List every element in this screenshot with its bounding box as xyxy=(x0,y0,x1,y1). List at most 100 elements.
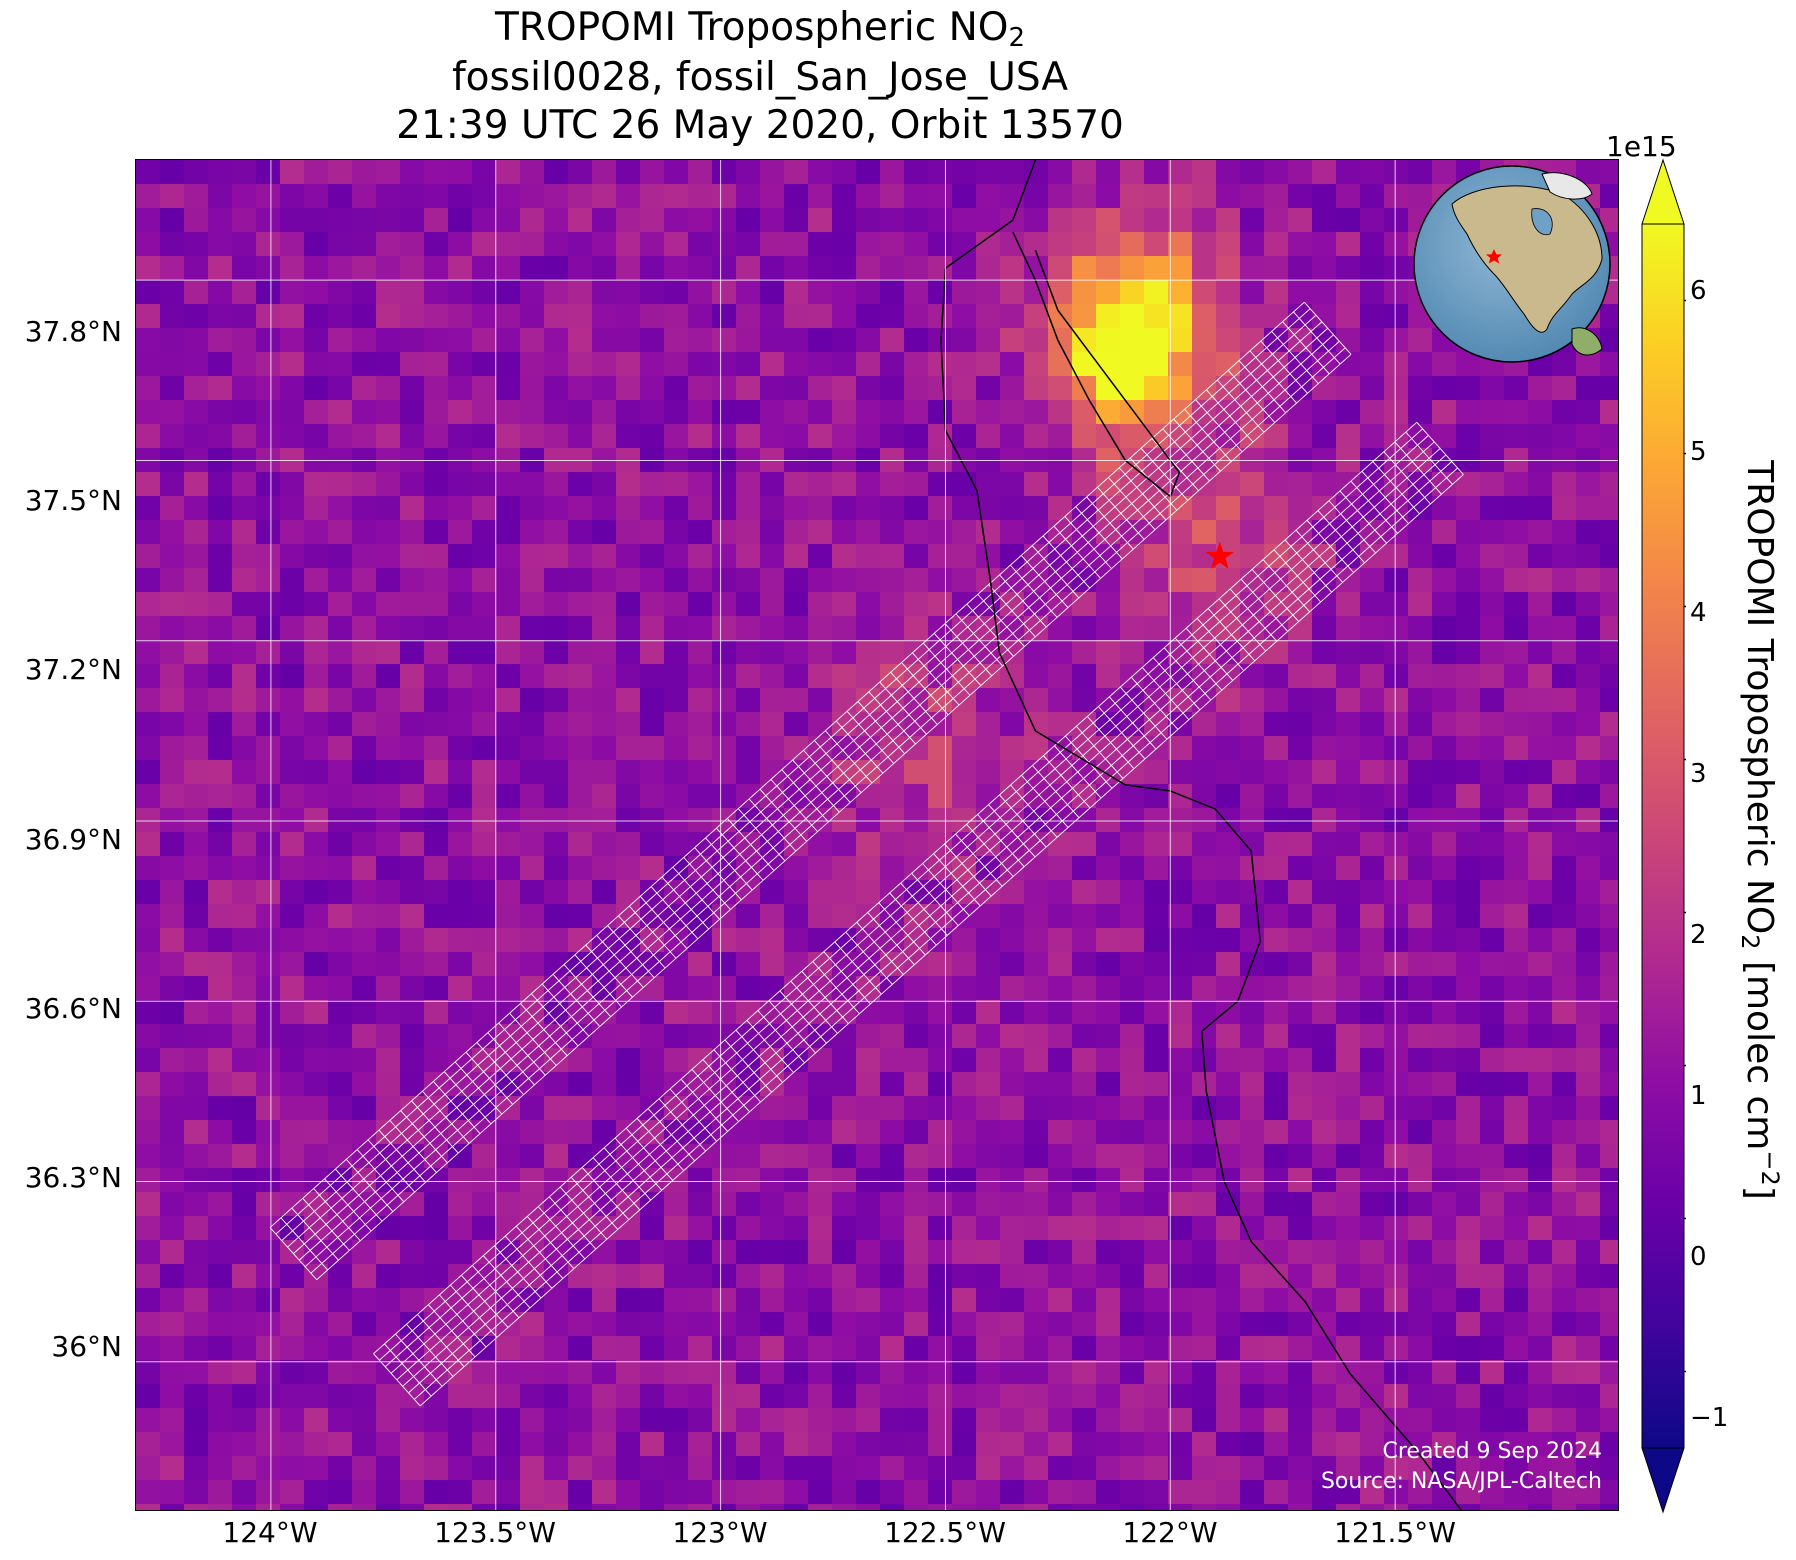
no2-pixel xyxy=(1264,1336,1289,1361)
no2-pixel xyxy=(376,208,401,233)
no2-pixel xyxy=(928,1480,953,1505)
no2-pixel xyxy=(616,664,641,689)
no2-pixel xyxy=(592,304,617,329)
no2-pixel xyxy=(952,976,977,1001)
no2-pixel xyxy=(232,1432,257,1457)
no2-pixel xyxy=(184,1504,209,1510)
no2-pixel xyxy=(328,160,353,185)
no2-pixel xyxy=(616,304,641,329)
no2-pixel xyxy=(1384,424,1409,449)
no2-pixel xyxy=(808,256,833,281)
colorbar-max-extension xyxy=(1641,158,1685,225)
no2-pixel xyxy=(856,1144,881,1169)
no2-pixel xyxy=(544,352,569,377)
no2-pixel xyxy=(640,400,665,425)
no2-pixel xyxy=(1336,880,1361,905)
no2-pixel xyxy=(1120,304,1145,329)
no2-pixel xyxy=(616,640,641,665)
no2-pixel xyxy=(1096,1048,1121,1073)
sounding-line xyxy=(304,340,1340,1267)
no2-pixel xyxy=(1192,1432,1217,1457)
no2-pixel xyxy=(1288,184,1313,209)
no2-pixel xyxy=(928,808,953,833)
no2-pixel xyxy=(544,376,569,401)
no2-pixel xyxy=(664,1192,689,1217)
no2-pixel xyxy=(1096,928,1121,953)
no2-pixel xyxy=(232,904,257,929)
no2-pixel xyxy=(352,1312,377,1337)
no2-pixel xyxy=(1384,544,1409,569)
no2-pixel xyxy=(1552,352,1577,377)
no2-pixel xyxy=(1288,640,1313,665)
no2-pixel xyxy=(928,1000,953,1025)
no2-pixel xyxy=(784,208,809,233)
no2-pixel xyxy=(904,784,929,809)
no2-pixel xyxy=(520,1504,545,1510)
no2-pixel xyxy=(736,1288,761,1313)
no2-pixel xyxy=(1384,304,1409,329)
no2-pixel xyxy=(1408,1144,1433,1169)
no2-pixel xyxy=(568,616,593,641)
no2-pixel xyxy=(1312,640,1337,665)
no2-pixel xyxy=(328,880,353,905)
no2-pixel xyxy=(1408,424,1433,449)
no2-pixel xyxy=(592,880,617,905)
no2-pixel xyxy=(1552,664,1577,689)
no2-pixel xyxy=(1384,832,1409,857)
no2-pixel xyxy=(1144,1312,1169,1337)
no2-pixel xyxy=(544,1456,569,1481)
no2-pixel xyxy=(1552,376,1577,401)
no2-pixel xyxy=(688,1240,713,1265)
no2-pixel xyxy=(256,472,281,497)
no2-pixel xyxy=(976,1288,1001,1313)
no2-pixel xyxy=(352,976,377,1001)
no2-pixel xyxy=(856,616,881,641)
no2-pixel xyxy=(472,1192,497,1217)
no2-pixel xyxy=(1576,856,1601,881)
no2-pixel xyxy=(1600,1072,1618,1097)
no2-pixel xyxy=(1144,376,1169,401)
no2-pixel xyxy=(1144,808,1169,833)
no2-pixel xyxy=(1528,1432,1553,1457)
no2-pixel xyxy=(1312,400,1337,425)
no2-pixel xyxy=(136,1504,161,1510)
no2-pixel xyxy=(1552,856,1577,881)
no2-pixel xyxy=(328,1024,353,1049)
no2-pixel xyxy=(472,736,497,761)
no2-pixel xyxy=(160,352,185,377)
no2-pixel xyxy=(1432,1072,1457,1097)
no2-pixel xyxy=(1072,1384,1097,1409)
no2-pixel xyxy=(1336,232,1361,257)
no2-pixel xyxy=(904,424,929,449)
no2-pixel xyxy=(856,1168,881,1193)
no2-pixel xyxy=(352,544,377,569)
no2-pixel xyxy=(400,1360,425,1385)
no2-pixel xyxy=(1600,1144,1618,1169)
no2-pixel xyxy=(976,736,1001,761)
no2-pixel xyxy=(1096,856,1121,881)
no2-pixel xyxy=(280,760,305,785)
no2-pixel xyxy=(1552,1288,1577,1313)
no2-pixel xyxy=(1264,1312,1289,1337)
no2-pixel xyxy=(1336,1216,1361,1241)
no2-pixel xyxy=(256,1216,281,1241)
no2-pixel xyxy=(1384,664,1409,689)
no2-pixel xyxy=(976,1504,1001,1510)
no2-pixel xyxy=(904,1240,929,1265)
no2-pixel xyxy=(736,904,761,929)
no2-pixel xyxy=(280,880,305,905)
no2-pixel xyxy=(856,1072,881,1097)
no2-pixel xyxy=(1432,832,1457,857)
no2-pixel xyxy=(1336,1024,1361,1049)
no2-pixel xyxy=(232,808,257,833)
no2-pixel xyxy=(1360,1000,1385,1025)
no2-pixel xyxy=(1120,1000,1145,1025)
no2-pixel xyxy=(1360,1072,1385,1097)
no2-pixel xyxy=(520,1168,545,1193)
no2-pixel xyxy=(928,304,953,329)
no2-pixel xyxy=(376,1432,401,1457)
no2-pixel xyxy=(688,640,713,665)
no2-pixel xyxy=(736,1240,761,1265)
no2-pixel xyxy=(1408,664,1433,689)
no2-pixel xyxy=(1528,808,1553,833)
